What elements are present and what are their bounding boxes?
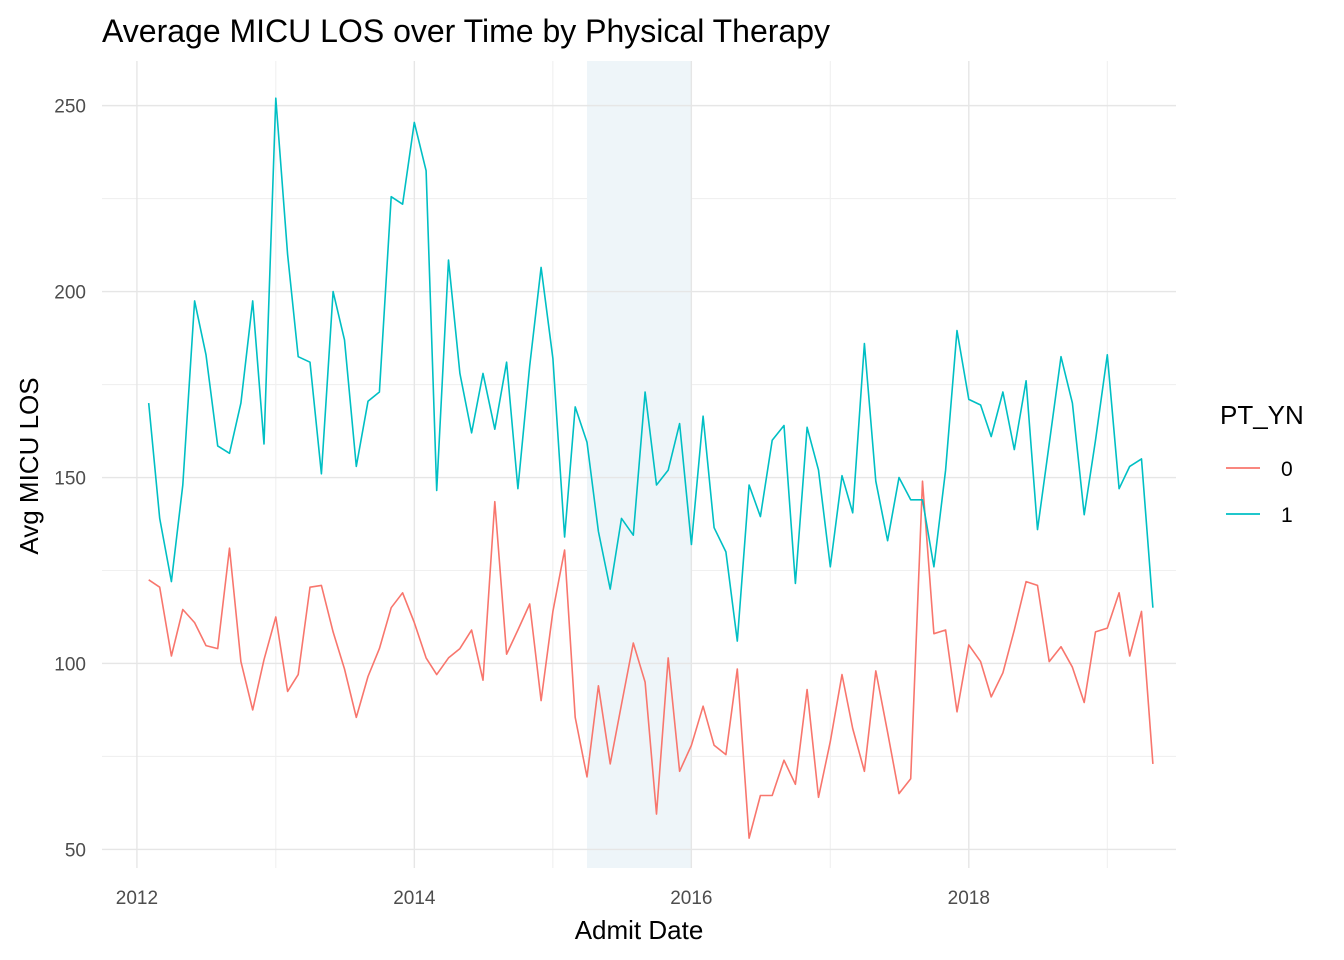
y-axis-label: Avg MICU LOS xyxy=(14,377,44,554)
legend: PT_YN 01 xyxy=(1220,400,1304,527)
series-lines xyxy=(147,97,1154,839)
x-axis-label: Admit Date xyxy=(575,915,704,945)
y-tick-label: 250 xyxy=(54,97,86,118)
series-line-1 xyxy=(147,97,1154,642)
series-line-0 xyxy=(148,480,1154,839)
y-axis-ticks: 50 100 150 200 250 xyxy=(54,97,86,862)
x-tick-label: 2016 xyxy=(670,888,712,909)
legend-title: PT_YN xyxy=(1220,400,1304,430)
chart-title: Average MICU LOS over Time by Physical T… xyxy=(102,13,830,49)
x-tick-label: 2018 xyxy=(948,888,990,909)
legend-items: 01 xyxy=(1226,458,1293,527)
y-tick-label: 100 xyxy=(54,654,86,675)
x-axis-ticks: 2012 2014 2016 2018 xyxy=(116,888,990,909)
y-tick-label: 50 xyxy=(65,840,86,861)
legend-label-0: 0 xyxy=(1281,458,1293,481)
y-tick-label: 150 xyxy=(54,469,86,490)
x-tick-label: 2014 xyxy=(393,888,436,909)
y-tick-label: 200 xyxy=(54,283,86,304)
x-tick-label: 2012 xyxy=(116,888,158,909)
legend-label-1: 1 xyxy=(1281,504,1293,527)
